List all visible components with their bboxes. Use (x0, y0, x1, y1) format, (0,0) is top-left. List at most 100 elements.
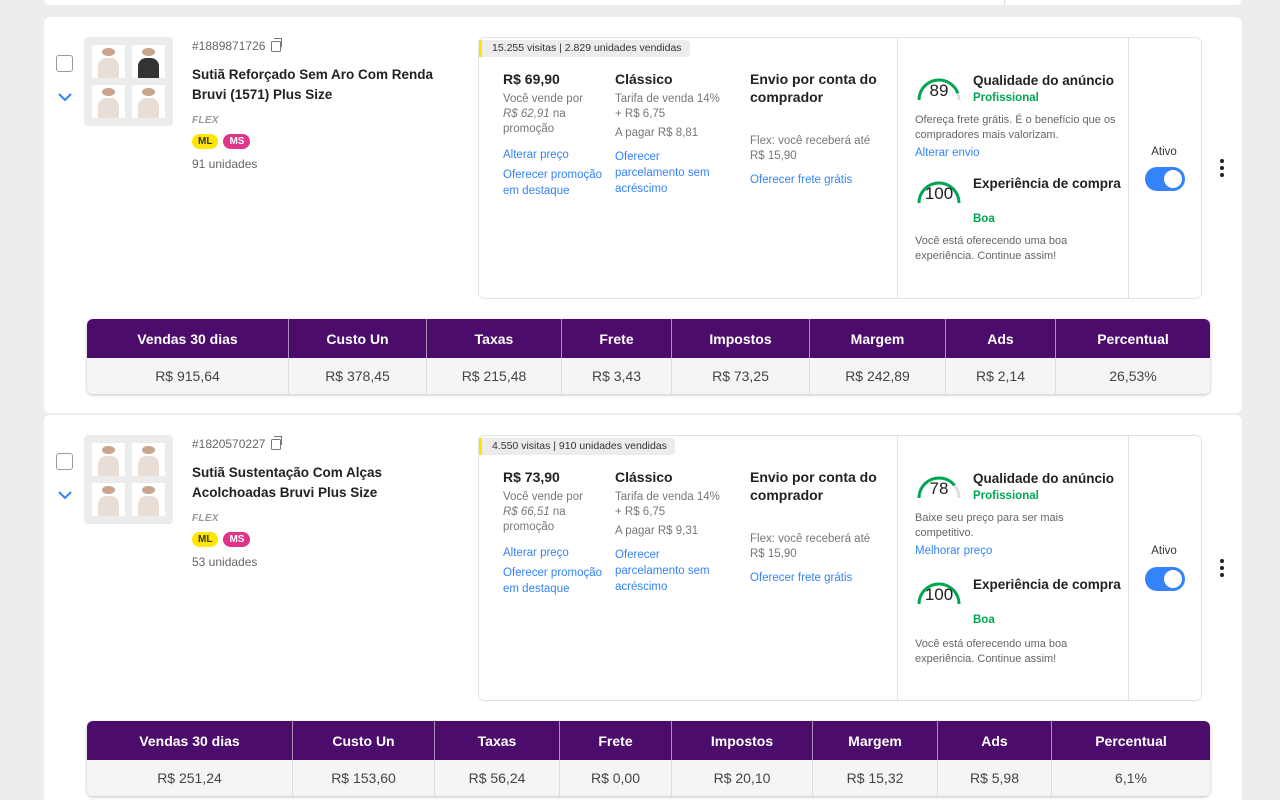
stats-header: Impostos (672, 721, 813, 760)
stats-header: Frete (560, 721, 672, 760)
price-column: R$ 73,90 Você vende por R$ 66,51 na prom… (503, 468, 603, 601)
chevron-down-icon[interactable] (56, 489, 74, 501)
status-label: Ativo (1151, 146, 1177, 158)
product-sku: #1889871726 (192, 38, 462, 53)
stats-header: Impostos (672, 319, 810, 358)
sale-fee: Tarifa de venda 14% + R$ 6,75 (615, 93, 720, 120)
stats-header: Percentual (1097, 330, 1169, 347)
stats-value: R$ 73,25 (672, 358, 810, 394)
stats-value: 6,1% (1115, 770, 1147, 786)
experience-description: Você está oferecendo uma boa experiência… (915, 235, 1068, 262)
ms-badge: MS (223, 532, 251, 547)
stats-header: Percentual (1095, 732, 1167, 749)
price-value: R$ 73,90 (503, 469, 560, 485)
flex-tag: FLEX (192, 513, 219, 524)
quality-description: Ofereça frete grátis. É o benefício que … (915, 114, 1116, 141)
offer-installments-link[interactable]: Oferecer parcelamento sem acréscimo (615, 151, 710, 195)
change-shipping-link[interactable]: Alterar envio (915, 147, 980, 159)
listing-quality: 89 Qualidade do anúncio Profissional Ofe… (915, 72, 1121, 172)
product-card: #1820570227 Sutiã Sustentação Com Alças … (44, 415, 1242, 800)
stats-value: R$ 215,48 (427, 358, 562, 394)
experience-level: Boa (973, 213, 995, 225)
experience-gauge: 100 (915, 175, 963, 207)
product-thumbnail[interactable] (84, 37, 173, 126)
flex-shipping-info: Flex: você receberá até R$ 15,90 (750, 533, 871, 560)
shipping-title: Envio por conta do comprador (750, 469, 877, 503)
ml-badge: ML (192, 134, 219, 149)
visits-badge: 15.255 visitas | 2.829 unidades vendidas (479, 40, 690, 57)
promo-text: Você vende por R$ 62,91 na promoção (503, 93, 583, 135)
stats-value: R$ 5,98 (938, 760, 1052, 796)
offer-installments-link[interactable]: Oferecer parcelamento sem acréscimo (615, 549, 710, 593)
purchase-experience: 100 Experiência de compra Boa Você está … (915, 175, 1121, 275)
stats-value: R$ 251,24 (87, 760, 293, 796)
chevron-down-icon[interactable] (56, 91, 74, 103)
stats-table: Vendas 30 dias Custo Un Taxas Frete Impo… (87, 721, 1210, 796)
offer-promotion-link[interactable]: Oferecer promoção em destaque (503, 567, 603, 595)
stats-header-row: Vendas 30 dias Custo Un Taxas Frete Impo… (87, 319, 1210, 358)
stats-header: Ads (938, 721, 1052, 760)
offer-promotion-link[interactable]: Oferecer promoção em destaque (503, 169, 603, 197)
quality-gauge: 89 (915, 72, 963, 104)
copy-icon[interactable] (271, 38, 283, 52)
select-checkbox[interactable] (56, 55, 73, 72)
purchase-experience: 100 Experiência de compra Boa Você está … (915, 576, 1121, 676)
amount-to-pay: A pagar R$ 8,81 (615, 127, 699, 139)
stats-header: Custo Un (289, 319, 427, 358)
status-label: Ativo (1151, 545, 1177, 557)
stats-header: Vendas 30 dias (87, 721, 293, 760)
experience-description: Você está oferecendo uma boa experiência… (915, 638, 1068, 665)
ms-badge: MS (223, 134, 251, 149)
listing-type: Clássico (615, 469, 673, 485)
active-toggle[interactable] (1145, 167, 1185, 191)
stats-table: Vendas 30 dias Custo Un Taxas Frete Impo… (87, 319, 1210, 394)
quality-level: Profissional (973, 490, 1039, 502)
listing-type: Clássico (615, 71, 673, 87)
stats-value: R$ 153,60 (293, 760, 435, 796)
more-options-icon[interactable] (1216, 159, 1228, 179)
previous-card-bottom (44, 0, 1242, 5)
product-title[interactable]: Sutiã Sustentação Com Alças Acolchoadas … (192, 465, 383, 500)
offer-free-shipping-link[interactable]: Oferecer frete grátis (750, 174, 853, 186)
flex-tag: FLEX (192, 115, 219, 126)
listing-quality: 78 Qualidade do anúncio Profissional Bai… (915, 470, 1121, 570)
more-options-icon[interactable] (1216, 559, 1228, 579)
copy-icon[interactable] (271, 436, 283, 450)
flex-shipping-info: Flex: você receberá até R$ 15,90 (750, 135, 871, 162)
stats-header: Taxas (435, 721, 560, 760)
experience-gauge: 100 (915, 576, 963, 608)
product-thumbnail[interactable] (84, 435, 173, 524)
sale-fee: Tarifa de venda 14% + R$ 6,75 (615, 491, 720, 518)
quality-title: Qualidade do anúncio (973, 73, 1115, 88)
shipping-column: Envio por conta do comprador Flex: você … (750, 70, 885, 192)
stats-value: R$ 0,00 (560, 760, 672, 796)
stats-header: Vendas 30 dias (87, 319, 289, 358)
stats-value: R$ 915,64 (87, 358, 289, 394)
change-price-link[interactable]: Alterar preço (503, 149, 569, 161)
listing-panel: 15.255 visitas | 2.829 unidades vendidas… (478, 37, 1202, 299)
stats-value-row: R$ 915,64 R$ 378,45 R$ 215,48 R$ 3,43 R$… (87, 358, 1210, 394)
experience-level: Boa (973, 614, 995, 626)
stats-value: R$ 56,24 (435, 760, 560, 796)
stock-units: 53 unidades (192, 555, 258, 569)
product-title[interactable]: Sutiã Reforçado Sem Aro Com Renda Bruvi … (192, 67, 434, 102)
stats-value: 26,53% (1109, 368, 1157, 384)
stats-header: Ads (946, 319, 1056, 358)
product-card: #1889871726 Sutiã Reforçado Sem Aro Com … (44, 17, 1242, 413)
price-value: R$ 69,90 (503, 71, 560, 87)
stats-header-row: Vendas 30 dias Custo Un Taxas Frete Impo… (87, 721, 1210, 760)
stats-value: R$ 20,10 (672, 760, 813, 796)
change-price-link[interactable]: Alterar preço (503, 547, 569, 559)
active-toggle[interactable] (1145, 567, 1185, 591)
stats-value-row: R$ 251,24 R$ 153,60 R$ 56,24 R$ 0,00 R$ … (87, 760, 1210, 796)
listing-type-column: Clássico Tarifa de venda 14% + R$ 6,75 A… (615, 468, 723, 599)
select-checkbox[interactable] (56, 453, 73, 470)
quality-title: Qualidade do anúncio (973, 471, 1115, 486)
offer-free-shipping-link[interactable]: Oferecer frete grátis (750, 572, 853, 584)
stats-header: Taxas (427, 319, 562, 358)
improve-price-link[interactable]: Melhorar preço (915, 545, 993, 557)
ml-badge: ML (192, 532, 219, 547)
experience-title: Experiência de compra (973, 577, 1121, 592)
stats-value: R$ 378,45 (289, 358, 427, 394)
stats-value: R$ 2,14 (946, 358, 1056, 394)
